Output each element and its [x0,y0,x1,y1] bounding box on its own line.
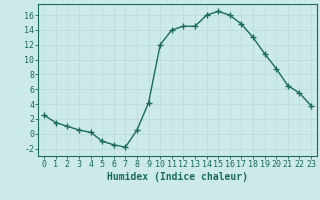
X-axis label: Humidex (Indice chaleur): Humidex (Indice chaleur) [107,172,248,182]
